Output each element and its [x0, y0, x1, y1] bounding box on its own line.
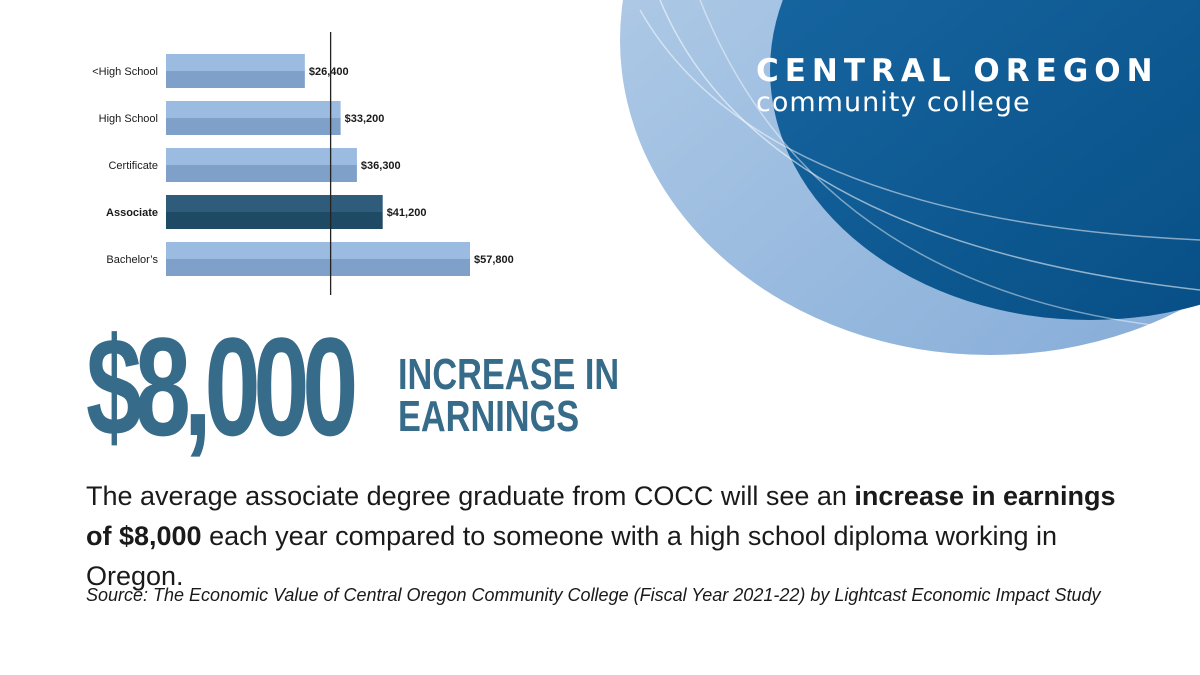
category-label-2: Certificate	[108, 160, 158, 172]
value-label-1: $33,200	[345, 113, 385, 125]
bar-top-2	[166, 148, 357, 165]
bar-bottom-2	[166, 165, 357, 182]
bar-bottom-1	[166, 118, 341, 135]
bar-top-1	[166, 101, 341, 118]
source-citation: Source: The Economic Value of Central Or…	[86, 585, 1101, 605]
category-label-1: High School	[99, 113, 158, 125]
decorative-arc	[639, 9, 1200, 241]
description-text: The average associate degree graduate fr…	[86, 476, 1116, 596]
headline-label-line-2: EARNINGS	[398, 392, 580, 441]
bar-top-3	[166, 195, 383, 212]
bar-bottom-4	[166, 259, 470, 276]
logo-line-2: community college	[756, 87, 1031, 118]
headline-label-line-1: INCREASE IN	[398, 350, 620, 399]
description-bold: increase in earnings of $8,000	[86, 481, 1116, 551]
bar-bottom-0	[166, 71, 305, 88]
bar-top-0	[166, 54, 305, 71]
value-label-0: $26,400	[309, 66, 349, 78]
earnings-bar-chart: <High School $26,400 High School $33,200 Cer…	[92, 32, 514, 295]
description-part-2: each year compared to someone with a hig…	[86, 521, 1058, 591]
value-label-2: $36,300	[361, 160, 401, 172]
description-part-1: The average associate degree graduate fr…	[86, 481, 855, 511]
category-label-3: Associate	[106, 207, 158, 219]
logo-line-1: CENTRAL OREGON	[756, 53, 1159, 89]
value-label-3: $41,200	[387, 207, 427, 219]
headline-amount: $8,000	[86, 308, 358, 465]
cocc-logo: CENTRAL OREGON community college	[756, 54, 1159, 118]
bar-bottom-3	[166, 212, 383, 229]
bar-top-4	[166, 242, 470, 259]
decorative-arc	[699, 0, 1200, 331]
headline-label: INCREASE IN EARNINGS	[398, 350, 620, 441]
value-label-4: $57,800	[474, 254, 514, 266]
dark-circle-shape	[770, 0, 1200, 320]
category-label-0: <High School	[92, 66, 158, 78]
decorative-arc	[659, 0, 1200, 291]
category-label-4: Bachelor’s	[106, 254, 158, 266]
